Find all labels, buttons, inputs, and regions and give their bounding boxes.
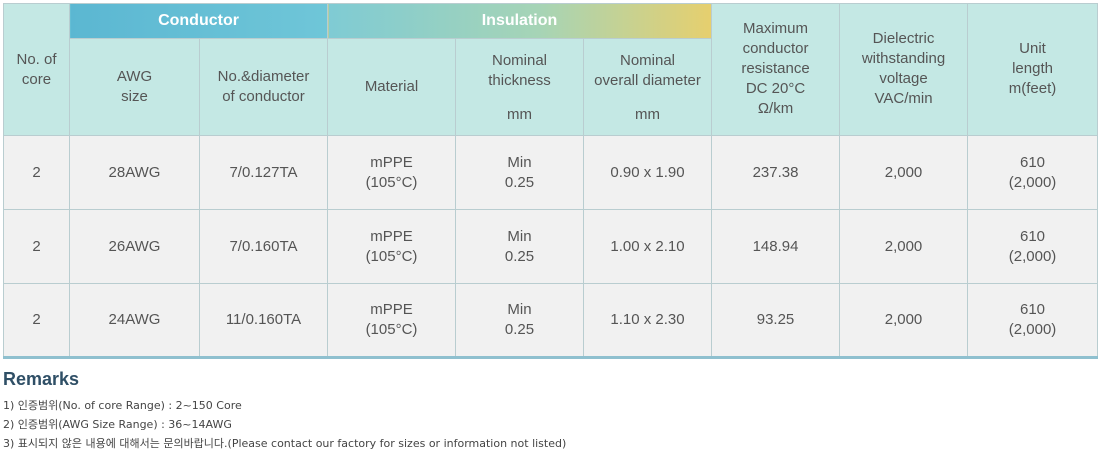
remark-note: 3) 표시되지 않은 내용에 대해서는 문의바랍니다.(Please conta…: [3, 437, 567, 450]
cell-core: 2: [3, 283, 70, 359]
cell-voltage: 2,000: [839, 283, 969, 359]
cell-thickness: Min 0.25: [455, 209, 584, 284]
header-group-insulation: Insulation: [326, 3, 713, 39]
cell-voltage: 2,000: [839, 135, 969, 210]
cell-overall: 1.10 x 2.30: [582, 283, 713, 359]
remarks-title: Remarks: [3, 369, 80, 389]
cell-thickness: Min 0.25: [455, 283, 584, 359]
header-nominal-thickness: Nominal thickness mm: [455, 38, 584, 136]
cell-overall: 1.00 x 2.10: [582, 209, 713, 284]
cell-voltage: 2,000: [839, 209, 969, 284]
remark-note: 2) 인증범위(AWG Size Range) : 36~14AWG: [3, 418, 232, 431]
cell-resistance: 93.25: [711, 283, 841, 359]
table-row: 2 26AWG 7/0.160TA mPPE (105°C) Min 0.25 1.…: [3, 209, 1098, 284]
cell-resistance: 237.38: [711, 135, 841, 210]
cell-diameter: 11/0.160TA: [199, 283, 328, 359]
cell-core: 2: [3, 135, 70, 210]
cell-diameter: 7/0.127TA: [199, 135, 328, 210]
spec-table: No. of core Conductor Insulation Maximum…: [3, 3, 1098, 359]
header-nominal-overall: Nominal overall diameter mm: [582, 38, 713, 136]
header-group-conductor: Conductor: [69, 3, 328, 39]
cell-core: 2: [3, 209, 70, 284]
header-awg-size: AWG size: [69, 38, 200, 136]
table-row: 2 28AWG 7/0.127TA mPPE (105°C) Min 0.25 0.…: [3, 135, 1098, 210]
cell-resistance: 148.94: [711, 209, 841, 284]
header-dielectric: Dielectric withstanding voltage VAC/min: [839, 3, 969, 136]
cell-overall: 0.90 x 1.90: [582, 135, 713, 210]
cell-length: 610 (2,000): [967, 135, 1098, 210]
table-row: 2 24AWG 11/0.160TA mPPE (105°C) Min 0.25 1…: [3, 283, 1098, 359]
remarks-section: Remarks 1) 인증범위(No. of core Range) : 2~1…: [3, 369, 1093, 453]
cell-length: 610 (2,000): [967, 283, 1098, 359]
cell-material: mPPE (105°C): [327, 209, 456, 284]
cell-diameter: 7/0.160TA: [199, 209, 328, 284]
header-no-diameter: No.&diameter of conductor: [199, 38, 328, 136]
cell-awg: 28AWG: [69, 135, 200, 210]
cell-awg: 24AWG: [69, 283, 200, 359]
cell-thickness: Min 0.25: [455, 135, 584, 210]
cell-material: mPPE (105°C): [327, 135, 456, 210]
header-max-resistance: Maximum conductor resistance DC 20°C Ω/k…: [711, 3, 841, 136]
cell-awg: 26AWG: [69, 209, 200, 284]
cell-length: 610 (2,000): [967, 209, 1098, 284]
remark-note: 1) 인증범위(No. of core Range) : 2~150 Core: [3, 399, 242, 412]
header-no-of-core: No. of core: [3, 3, 70, 136]
header-material: Material: [327, 38, 456, 136]
cell-material: mPPE (105°C): [327, 283, 456, 359]
header-unit-length: Unit length m(feet): [967, 3, 1098, 136]
